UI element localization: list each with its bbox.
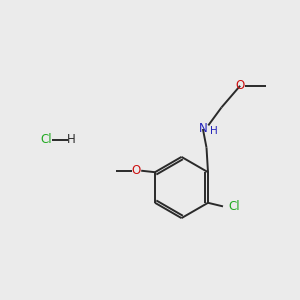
Text: H: H: [210, 126, 218, 136]
Text: O: O: [236, 79, 245, 92]
Text: H: H: [67, 133, 76, 146]
Text: O: O: [132, 164, 141, 177]
Text: Cl: Cl: [228, 200, 240, 213]
Text: Cl: Cl: [41, 133, 52, 146]
Text: N: N: [199, 122, 207, 136]
